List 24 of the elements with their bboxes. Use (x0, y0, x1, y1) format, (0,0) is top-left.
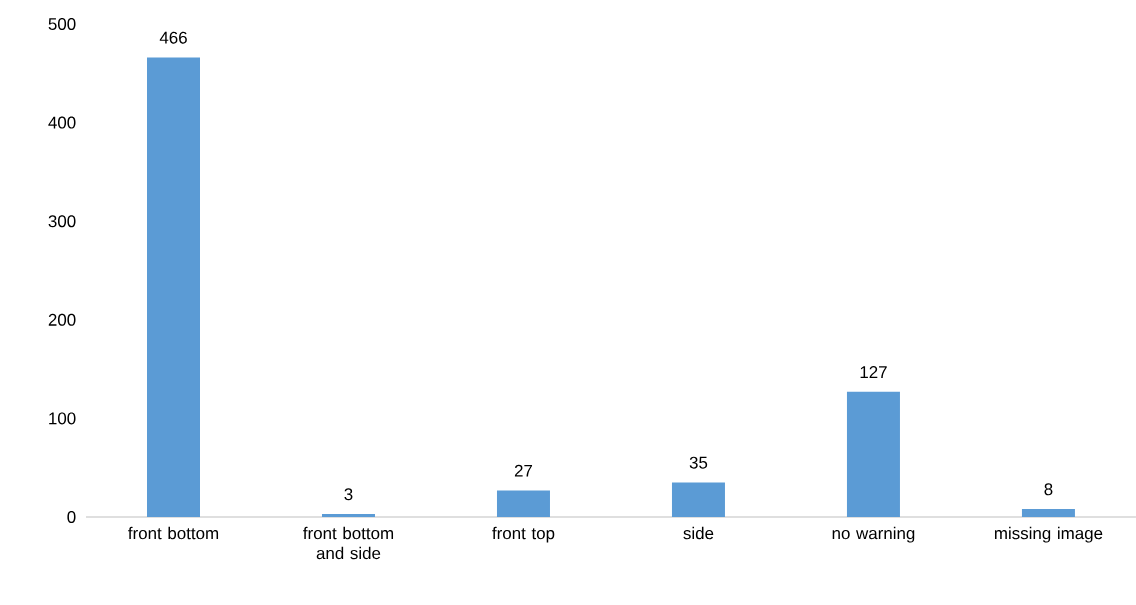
y-tick-label: 500 (48, 18, 76, 30)
y-tick-label: 400 (48, 116, 76, 129)
data-label: 3 (344, 488, 353, 501)
bar (1021, 509, 1075, 517)
x-tick-label: front top (492, 526, 555, 543)
data-label: 27 (514, 464, 533, 477)
y-tick-label: 100 (49, 412, 76, 425)
x-tick-label: missing image (994, 526, 1103, 543)
bar (496, 490, 550, 517)
x-tick-label: front bottom (128, 526, 219, 540)
y-tick-label: 200 (48, 313, 76, 326)
data-label: 8 (1044, 483, 1053, 496)
x-tick-label: side (683, 526, 714, 540)
data-label: 127 (860, 366, 887, 378)
bar (147, 57, 200, 517)
bar (321, 514, 375, 517)
x-tick-label: front bottom and side (303, 526, 394, 560)
y-tick-label: 0 (67, 511, 76, 523)
x-tick-label: no warning (832, 526, 915, 543)
data-label: 466 (159, 31, 187, 44)
bar (671, 482, 725, 517)
data-label: 35 (689, 456, 708, 469)
bar (846, 391, 900, 517)
y-tick-label: 300 (48, 215, 76, 228)
